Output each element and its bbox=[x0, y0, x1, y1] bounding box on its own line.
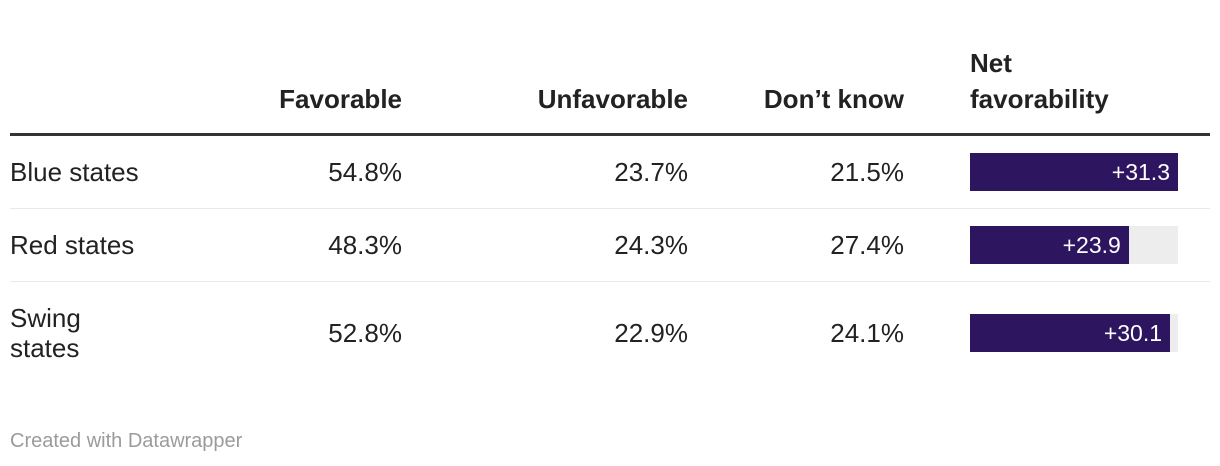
table-row: Blue states 54.8% 23.7% 21.5% +31.3 bbox=[10, 135, 1210, 209]
col-header-empty bbox=[10, 45, 160, 136]
col-header-favorable: Favorable bbox=[160, 45, 402, 136]
favorable-value: 48.3% bbox=[160, 208, 402, 282]
dont-know-value: 24.1% bbox=[688, 281, 904, 384]
unfavorable-value: 22.9% bbox=[402, 281, 688, 384]
row-label: Blue states bbox=[10, 157, 139, 187]
table-row: Swing states 52.8% 22.9% 24.1% +30.1 bbox=[10, 281, 1210, 384]
favorability-table: Favorable Unfavorable Don’t know Net fav… bbox=[10, 45, 1210, 384]
net-bar-track: +31.3 bbox=[970, 153, 1178, 191]
net-bar-track: +30.1 bbox=[970, 314, 1178, 352]
favorable-value: 54.8% bbox=[328, 157, 402, 187]
table-row: Red states 48.3% 24.3% 27.4% +23.9 bbox=[10, 208, 1210, 282]
favorability-table-chart: Favorable Unfavorable Don’t know Net fav… bbox=[10, 45, 1210, 452]
net-bar: +23.9 bbox=[970, 226, 1129, 264]
col-header-unfavorable: Unfavorable bbox=[402, 45, 688, 136]
net-bar-value: +30.1 bbox=[1103, 320, 1163, 346]
col-header-dont-know: Don’t know bbox=[688, 45, 904, 136]
row-label: Red states bbox=[10, 230, 135, 260]
net-bar: +30.1 bbox=[970, 314, 1171, 352]
net-bar-track: +23.9 bbox=[970, 226, 1178, 264]
col-header-net-favorability-label: Net favorability bbox=[970, 48, 1109, 114]
dont-know-value: 27.4% bbox=[688, 208, 904, 282]
col-header-net-favorability: Net favorability bbox=[904, 45, 1210, 136]
net-bar-value: +23.9 bbox=[1062, 232, 1121, 258]
datawrapper-credit[interactable]: Created with Datawrapper bbox=[10, 430, 243, 452]
unfavorable-value: 24.3% bbox=[402, 208, 688, 282]
dont-know-value: 21.5% bbox=[830, 157, 904, 187]
header-row: Favorable Unfavorable Don’t know Net fav… bbox=[10, 45, 1210, 136]
favorable-value: 52.8% bbox=[160, 281, 402, 384]
unfavorable-value: 23.7% bbox=[614, 157, 688, 187]
net-bar: +31.3 bbox=[970, 153, 1178, 191]
net-bar-value: +31.3 bbox=[1111, 159, 1170, 185]
row-label: Swing states bbox=[10, 303, 81, 363]
